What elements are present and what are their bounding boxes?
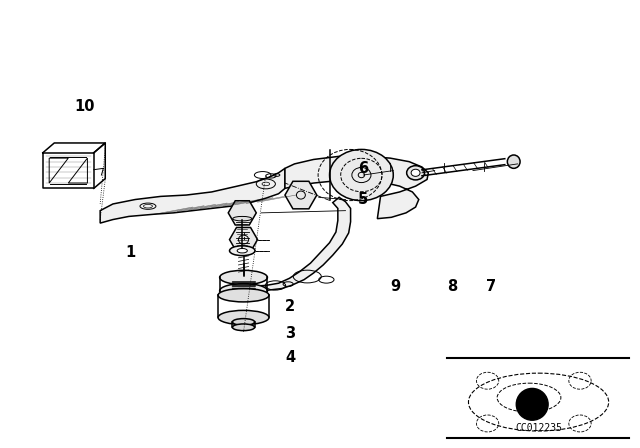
- Ellipse shape: [232, 324, 255, 331]
- Text: 9: 9: [390, 279, 400, 294]
- Text: 8: 8: [447, 279, 458, 294]
- Text: 10: 10: [75, 99, 95, 113]
- Polygon shape: [100, 168, 285, 223]
- Text: CC012235: CC012235: [515, 423, 562, 433]
- Ellipse shape: [508, 155, 520, 168]
- Ellipse shape: [220, 270, 268, 284]
- Ellipse shape: [230, 246, 255, 256]
- Polygon shape: [244, 197, 351, 291]
- Polygon shape: [285, 156, 428, 219]
- Text: 4: 4: [285, 350, 295, 365]
- Ellipse shape: [218, 289, 269, 302]
- Text: 7: 7: [486, 279, 496, 294]
- Ellipse shape: [233, 216, 252, 221]
- Ellipse shape: [406, 166, 424, 180]
- Ellipse shape: [237, 249, 247, 253]
- Ellipse shape: [411, 169, 420, 177]
- Text: 1: 1: [125, 246, 136, 260]
- Text: 3: 3: [285, 326, 295, 340]
- Circle shape: [516, 388, 548, 420]
- Ellipse shape: [232, 319, 255, 325]
- Text: 5: 5: [358, 192, 369, 207]
- Ellipse shape: [330, 150, 394, 201]
- Text: 2: 2: [285, 299, 295, 314]
- Text: 6: 6: [358, 161, 369, 176]
- Ellipse shape: [218, 310, 269, 325]
- Ellipse shape: [220, 284, 268, 298]
